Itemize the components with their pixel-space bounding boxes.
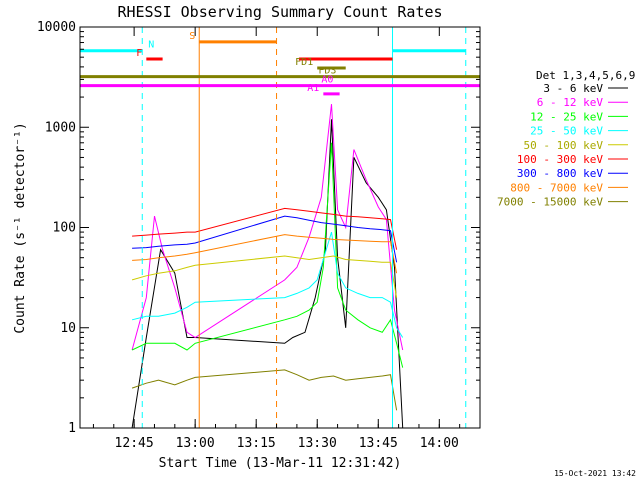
legend-label-3-6-kev: 3 - 6 keV xyxy=(543,82,603,95)
legend-label-12-25-kev: 12 - 25 keV xyxy=(530,110,603,123)
series-layer xyxy=(131,104,404,429)
series-line-300-800-kev xyxy=(132,215,398,263)
chart-title: RHESSI Observing Summary Count Rates xyxy=(117,3,442,21)
flag-label-fd3: FD3 xyxy=(318,66,336,77)
legend-label-100-300-kev: 100 - 300 keV xyxy=(517,153,603,166)
series-line-7000-15000-kev xyxy=(131,369,398,411)
flag-label-a1: A1 xyxy=(307,83,319,94)
footer-date: 15-Oct-2021 13:42 xyxy=(554,469,636,478)
series-line-25-50-kev xyxy=(131,231,404,338)
y-tick-label-1000: 1000 xyxy=(45,120,76,135)
series-line-6-12-kev xyxy=(131,104,404,351)
flag-label-fd1: FD1 xyxy=(295,57,313,68)
series-line-12-25-kev xyxy=(131,142,404,368)
axis-layer: 12:45 13:00 13:15 13:30 13:45 14:00 1 10 100 1000… xyxy=(37,20,481,451)
y-axis-label: Count Rate (s⁻¹ detector⁻¹) xyxy=(13,122,28,333)
series-line-100-300-kev xyxy=(132,207,398,250)
legend-label-50-100-kev: 50 - 100 keV xyxy=(524,139,604,152)
series-line-3-6-kev xyxy=(131,119,404,429)
legend-label-6-12-kev: 6 - 12 keV xyxy=(537,96,604,109)
y-tick-label-10000: 10000 xyxy=(37,20,76,35)
series-line-800-7000-kev xyxy=(132,234,398,274)
plot-frame xyxy=(79,26,481,429)
flag-label-s: S xyxy=(189,31,195,42)
legend-label-800-7000-kev: 800 - 7000 keV xyxy=(510,181,603,194)
flag-label-a0: A0 xyxy=(321,75,333,86)
y-tick-label-100: 100 xyxy=(53,221,76,236)
x-tick-label-13-15: 13:15 xyxy=(237,436,276,451)
legend-label-300-800-kev: 300 - 800 keV xyxy=(517,167,603,180)
flag-label-n: N xyxy=(148,40,154,51)
y-tick-label-1: 1 xyxy=(68,421,76,436)
x-axis-label: Start Time (13-Mar-11 12:31:42) xyxy=(159,456,402,471)
x-tick-label-13-30: 13:30 xyxy=(298,436,337,451)
y-tick-label-10: 10 xyxy=(60,321,76,336)
series-line-50-100-kev xyxy=(131,255,398,298)
legend-title: Det 1,3,4,5,6,9 xyxy=(536,69,635,82)
legend-label-25-50-kev: 25 - 50 keV xyxy=(530,125,603,138)
flag-label-f: F xyxy=(136,48,142,59)
x-tick-label-12-45: 12:45 xyxy=(115,436,154,451)
x-tick-label-13-00: 13:00 xyxy=(176,436,215,451)
legend-label-7000-15000-kev: 7000 - 15000 keV xyxy=(497,196,603,209)
x-tick-label-13-45: 13:45 xyxy=(359,436,398,451)
x-tick-label-14-00: 14:00 xyxy=(420,436,459,451)
